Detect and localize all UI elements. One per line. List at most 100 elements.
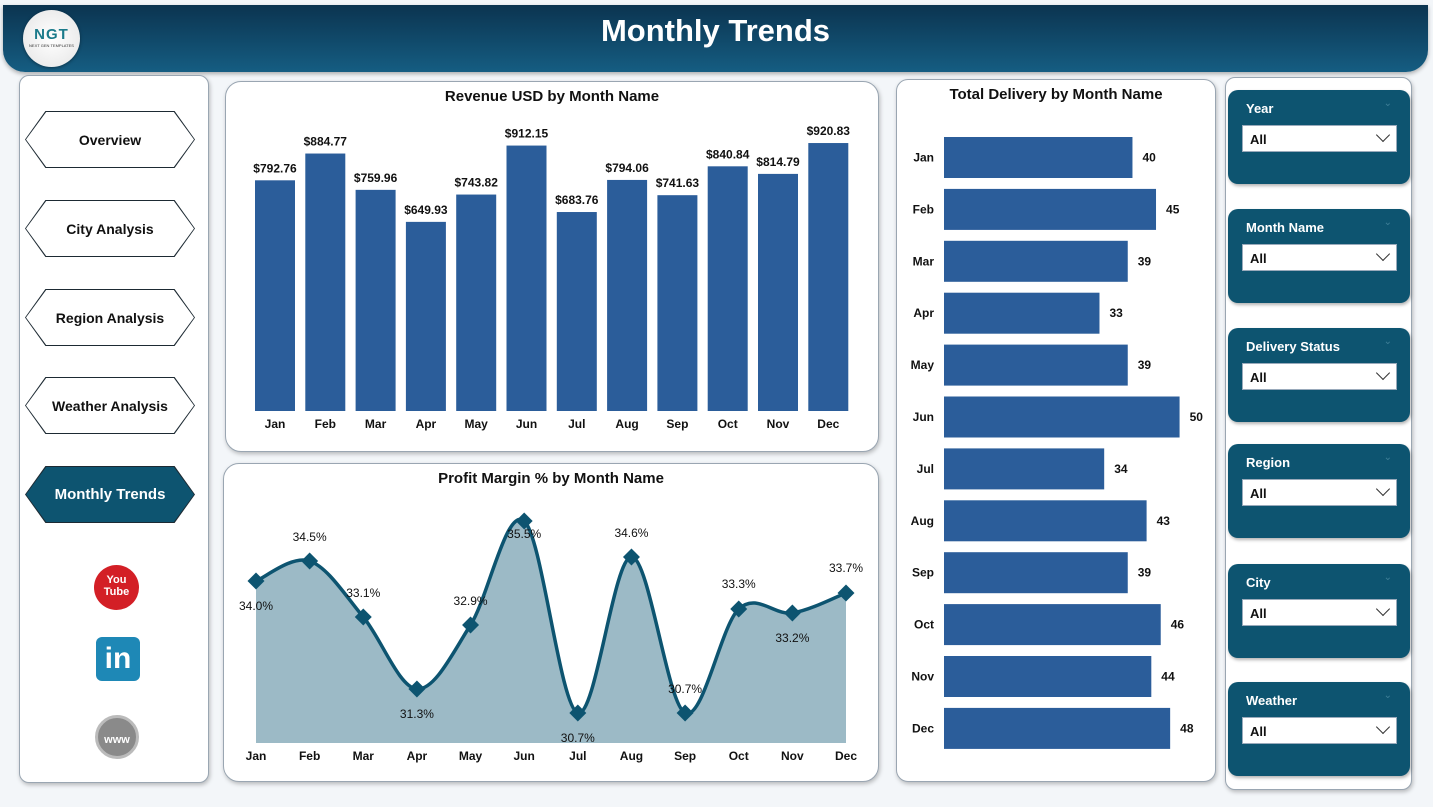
- profit-x-tick: Oct: [729, 749, 749, 763]
- delivery-data-label: 50: [1190, 410, 1204, 424]
- revenue-bar[interactable]: [506, 145, 547, 412]
- profit-point[interactable]: [462, 616, 480, 634]
- www-text: www: [104, 734, 130, 746]
- profit-point[interactable]: [730, 600, 748, 618]
- revenue-bar[interactable]: [456, 194, 497, 411]
- delivery-y-tick: Mar: [913, 254, 935, 268]
- filter-city: City ⌄ All: [1228, 564, 1410, 658]
- revenue-data-label: $743.82: [455, 176, 499, 190]
- filter-value: All: [1250, 606, 1267, 621]
- filter-region: Region ⌄ All: [1228, 444, 1410, 538]
- profit-data-label: 31.3%: [400, 707, 434, 721]
- filter-dropdown[interactable]: All: [1242, 363, 1397, 390]
- delivery-bar[interactable]: [944, 707, 1171, 749]
- revenue-x-tick: Jul: [568, 417, 585, 431]
- filter-value: All: [1250, 724, 1267, 739]
- delivery-data-label: 46: [1171, 618, 1185, 632]
- profit-point[interactable]: [301, 552, 319, 570]
- delivery-bar[interactable]: [944, 500, 1147, 542]
- filter-label: Month Name: [1246, 220, 1324, 235]
- profit-data-label: 32.9%: [454, 594, 488, 608]
- profit-point[interactable]: [354, 608, 372, 626]
- profit-point[interactable]: [783, 604, 801, 622]
- revenue-bar[interactable]: [305, 153, 346, 412]
- filter-dropdown[interactable]: All: [1242, 125, 1397, 152]
- profit-point[interactable]: [247, 572, 265, 590]
- chevron-down-icon[interactable]: ⌄: [1383, 98, 1392, 109]
- revenue-bar[interactable]: [255, 180, 295, 411]
- nav-button-label: City Analysis: [26, 201, 194, 256]
- profit-x-tick: Nov: [781, 749, 804, 763]
- profit-point[interactable]: [676, 704, 694, 722]
- filter-dropdown[interactable]: All: [1242, 479, 1397, 506]
- revenue-data-label: $792.76: [253, 161, 297, 175]
- nav-button-overview[interactable]: Overview: [25, 111, 195, 168]
- profit-point[interactable]: [515, 512, 533, 530]
- profit-data-label: 34.6%: [614, 526, 648, 540]
- nav-button-monthly-trends[interactable]: Monthly Trends: [25, 466, 195, 523]
- profit-data-label: 34.5%: [293, 530, 327, 544]
- delivery-bar[interactable]: [944, 604, 1161, 646]
- youtube-icon[interactable]: You Tube: [94, 565, 139, 610]
- delivery-bar[interactable]: [944, 137, 1133, 178]
- filter-dropdown[interactable]: All: [1242, 717, 1397, 744]
- delivery-y-tick: Jan: [913, 151, 934, 165]
- linkedin-icon[interactable]: in: [96, 637, 140, 681]
- filter-dropdown[interactable]: All: [1242, 599, 1397, 626]
- revenue-bar[interactable]: [355, 189, 396, 411]
- filter-value: All: [1250, 370, 1267, 385]
- revenue-x-tick: May: [465, 417, 489, 431]
- delivery-bar[interactable]: [944, 344, 1128, 386]
- nav-button-weather-analysis[interactable]: Weather Analysis: [25, 377, 195, 434]
- profit-data-label: 33.3%: [722, 577, 756, 591]
- filter-month-name: Month Name ⌄ All: [1228, 209, 1410, 303]
- delivery-bar[interactable]: [944, 656, 1152, 697]
- profit-point[interactable]: [837, 584, 855, 602]
- filter-dropdown[interactable]: All: [1242, 244, 1397, 271]
- revenue-data-label: $759.96: [354, 171, 398, 185]
- delivery-bar[interactable]: [944, 448, 1105, 490]
- chevron-down-icon[interactable]: ⌄: [1383, 452, 1392, 463]
- delivery-data-label: 48: [1180, 721, 1194, 735]
- page-title: Monthly Trends: [600, 13, 831, 48]
- chevron-down-icon[interactable]: ⌄: [1383, 572, 1392, 583]
- delivery-y-tick: Jul: [917, 462, 934, 476]
- revenue-bar[interactable]: [657, 195, 698, 411]
- revenue-data-label: $884.77: [304, 135, 348, 149]
- linkedin-text: in: [104, 642, 132, 675]
- revenue-bar[interactable]: [758, 173, 798, 411]
- delivery-bar[interactable]: [944, 240, 1128, 282]
- revenue-bar[interactable]: [405, 221, 446, 411]
- youtube-text: You Tube: [103, 574, 130, 598]
- chevron-down-icon[interactable]: ⌄: [1383, 336, 1392, 347]
- delivery-bar[interactable]: [944, 292, 1100, 334]
- logo-text: NGT: [34, 26, 69, 43]
- nav-button-region-analysis[interactable]: Region Analysis: [25, 289, 195, 346]
- delivery-y-tick: May: [911, 358, 935, 372]
- chevron-down-icon[interactable]: ⌄: [1383, 690, 1392, 701]
- filter-value: All: [1250, 132, 1267, 147]
- delivery-bar[interactable]: [944, 396, 1180, 438]
- nav-button-label: Region Analysis: [26, 290, 194, 345]
- logo-subtext: NEXT GEN TEMPLATES: [29, 43, 74, 48]
- revenue-bar[interactable]: [556, 212, 597, 411]
- profit-point[interactable]: [569, 704, 587, 722]
- delivery-bar[interactable]: [944, 552, 1128, 594]
- profit-point[interactable]: [408, 680, 426, 698]
- delivery-data-label: 45: [1166, 202, 1180, 216]
- globe-www-icon[interactable]: www: [95, 715, 139, 759]
- delivery-data-label: 40: [1142, 151, 1156, 165]
- delivery-data-label: 39: [1138, 254, 1152, 268]
- profit-data-label: 33.1%: [346, 586, 380, 600]
- chevron-down-icon[interactable]: ⌄: [1383, 217, 1392, 228]
- profit-point[interactable]: [622, 548, 640, 566]
- profit-x-tick: Feb: [299, 749, 320, 763]
- nav-button-city-analysis[interactable]: City Analysis: [25, 200, 195, 257]
- delivery-y-tick: Jun: [913, 410, 934, 424]
- revenue-bar[interactable]: [707, 166, 748, 411]
- delivery-y-tick: Feb: [913, 202, 934, 216]
- revenue-bar[interactable]: [808, 143, 849, 412]
- revenue-x-tick: Oct: [718, 417, 738, 431]
- delivery-bar[interactable]: [944, 188, 1157, 230]
- revenue-bar[interactable]: [607, 179, 648, 411]
